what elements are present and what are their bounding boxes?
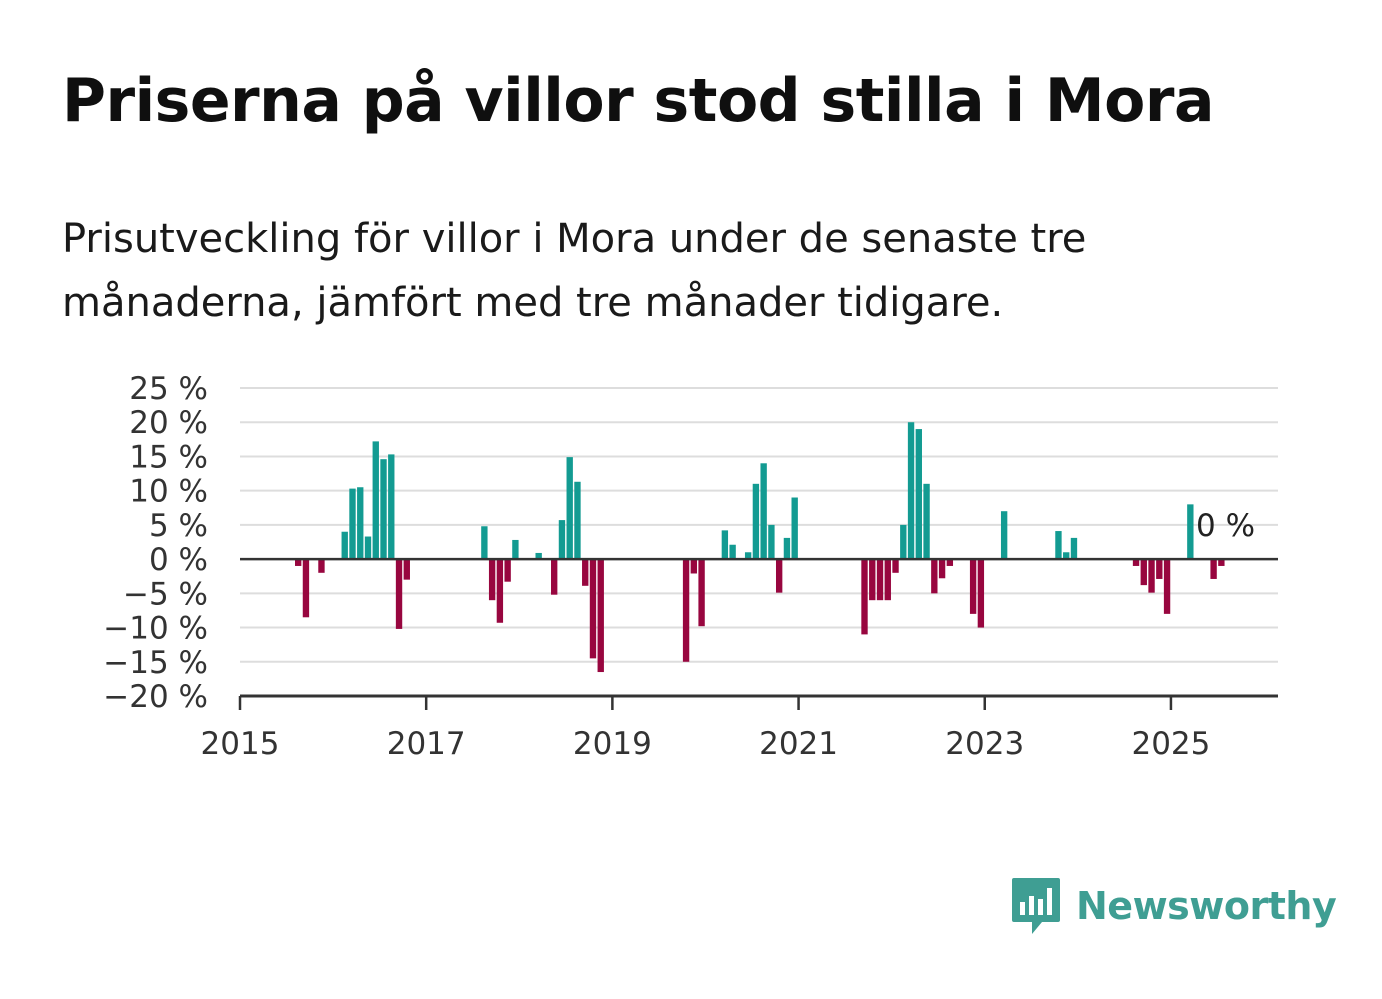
bar xyxy=(1187,504,1194,560)
last-value-label: 0 % xyxy=(1196,508,1255,544)
newsworthy-logo: Newsworthy xyxy=(1010,876,1337,936)
y-tick-label: 10 % xyxy=(129,474,208,510)
bar xyxy=(551,559,558,595)
bar xyxy=(744,552,752,560)
y-tick-label: 5 % xyxy=(149,508,208,544)
bars xyxy=(295,422,1225,673)
bar xyxy=(1163,559,1171,614)
bar xyxy=(869,559,876,601)
bar xyxy=(938,559,946,579)
bar xyxy=(969,559,977,614)
x-tick-label: 2023 xyxy=(945,726,1024,762)
bar xyxy=(861,559,868,635)
y-tick-label: 20 % xyxy=(129,405,208,441)
bar xyxy=(1000,511,1008,560)
bar xyxy=(395,559,403,629)
bar xyxy=(295,559,302,566)
bar xyxy=(574,481,581,560)
bar xyxy=(1156,559,1163,579)
x-tick-label: 2025 xyxy=(1131,726,1210,762)
bar xyxy=(682,559,690,662)
brand-name: Newsworthy xyxy=(1076,884,1337,928)
bar xyxy=(496,559,504,623)
bar xyxy=(302,559,310,618)
bar xyxy=(597,559,604,673)
bar xyxy=(1132,559,1140,566)
chart-subtitle: Prisutveckling för villor i Mora under d… xyxy=(62,216,1087,326)
chart-title: Priserna på villor stod stilla i Mora xyxy=(62,66,1214,136)
bar xyxy=(690,559,698,574)
bar xyxy=(589,559,597,659)
newsworthy-logo-icon xyxy=(1012,878,1060,934)
bar xyxy=(1148,559,1155,593)
bar xyxy=(760,463,767,560)
bar xyxy=(372,441,379,560)
bar xyxy=(558,520,566,560)
bar xyxy=(892,559,899,573)
bar xyxy=(582,559,589,586)
bar xyxy=(318,559,325,573)
bar xyxy=(535,552,542,560)
y-tick-label: 0 % xyxy=(149,542,208,578)
bar xyxy=(364,536,372,560)
bar xyxy=(768,524,775,560)
bar xyxy=(1070,537,1078,560)
bar xyxy=(349,488,356,560)
bar xyxy=(1210,559,1217,579)
y-axis-labels: 25 %20 %15 %10 %5 %0 %−5 %−10 %−15 %−20 … xyxy=(103,371,208,715)
bar xyxy=(357,487,364,560)
y-tick-label: −20 % xyxy=(103,679,208,715)
bar xyxy=(907,422,915,560)
axes xyxy=(238,557,1278,710)
bar xyxy=(504,559,511,582)
bar xyxy=(481,526,488,560)
y-tick-label: −15 % xyxy=(103,645,208,681)
x-tick-label: 2021 xyxy=(759,726,838,762)
bar xyxy=(1140,559,1147,586)
bar xyxy=(915,429,922,560)
y-tick-label: −5 % xyxy=(123,576,208,612)
x-tick-label: 2017 xyxy=(387,726,466,762)
bar xyxy=(946,559,954,566)
bar xyxy=(977,559,985,628)
bar xyxy=(775,559,783,593)
bar xyxy=(721,530,729,560)
bar xyxy=(388,454,395,560)
bar xyxy=(1055,531,1062,560)
bar xyxy=(1218,559,1225,566)
bar xyxy=(923,483,930,560)
y-tick-label: 25 % xyxy=(129,371,208,407)
bar xyxy=(380,459,387,560)
y-tick-label: −10 % xyxy=(103,611,208,647)
bar xyxy=(876,559,884,601)
bar xyxy=(512,539,519,560)
bar xyxy=(791,497,798,560)
bar xyxy=(341,531,348,560)
bar xyxy=(403,559,410,580)
bar xyxy=(931,559,938,594)
bar xyxy=(752,483,760,560)
x-tick-label: 2019 xyxy=(573,726,652,762)
bar xyxy=(884,559,891,601)
bar xyxy=(783,537,791,560)
bar xyxy=(698,559,705,627)
bar xyxy=(729,544,736,560)
bar xyxy=(900,524,907,560)
y-tick-label: 15 % xyxy=(129,439,208,475)
x-axis-labels: 2015 2017 2019 2021 2023 2025 xyxy=(201,726,1211,762)
bar xyxy=(1063,552,1070,560)
bar xyxy=(488,559,496,601)
x-tick-label: 2015 xyxy=(201,726,280,762)
bar xyxy=(566,457,573,560)
